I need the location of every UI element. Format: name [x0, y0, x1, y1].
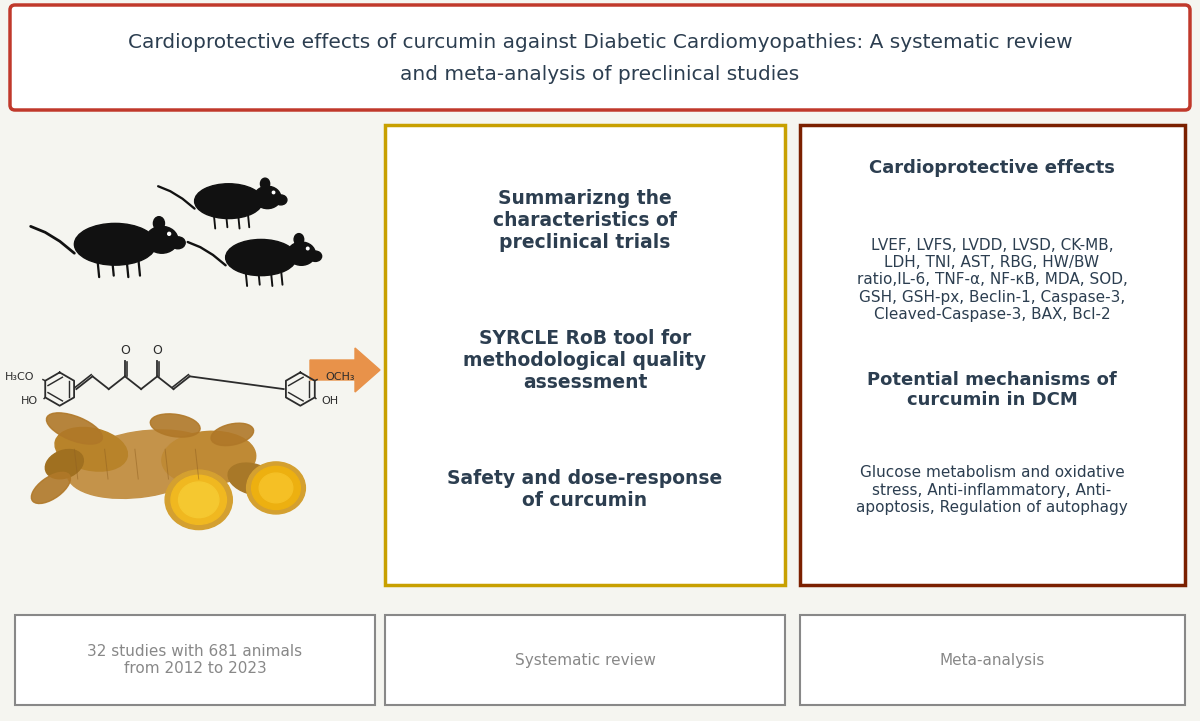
Ellipse shape: [259, 473, 293, 503]
Ellipse shape: [172, 475, 227, 524]
Ellipse shape: [226, 239, 296, 275]
Text: Cardioprotective effects: Cardioprotective effects: [869, 159, 1115, 177]
Ellipse shape: [170, 236, 185, 249]
Bar: [14, 615, 374, 705]
Bar: [385, 615, 785, 705]
Text: H₃CO: H₃CO: [5, 372, 35, 382]
Ellipse shape: [306, 247, 310, 249]
Ellipse shape: [272, 191, 275, 194]
Ellipse shape: [166, 470, 233, 529]
Text: HO: HO: [22, 396, 38, 406]
Text: and meta-analysis of preclinical studies: and meta-analysis of preclinical studies: [401, 66, 799, 84]
Ellipse shape: [146, 226, 178, 253]
FancyBboxPatch shape: [10, 5, 1190, 110]
Ellipse shape: [74, 224, 156, 265]
Text: Safety and dose-response
of curcumin: Safety and dose-response of curcumin: [448, 469, 722, 510]
Text: O: O: [120, 345, 130, 358]
Text: Cardioprotective effects of curcumin against Diabetic Cardiomyopathies: A system: Cardioprotective effects of curcumin aga…: [127, 32, 1073, 51]
Text: Potential mechanisms of
curcumin in DCM: Potential mechanisms of curcumin in DCM: [868, 371, 1117, 410]
Bar: [800, 125, 1186, 585]
Ellipse shape: [228, 463, 277, 495]
Bar: [800, 615, 1186, 705]
Ellipse shape: [179, 482, 218, 518]
Ellipse shape: [31, 472, 71, 503]
Text: Glucose metabolism and oxidative
stress, Anti-inflammatory, Anti-
apoptosis, Reg: Glucose metabolism and oxidative stress,…: [856, 465, 1128, 515]
Ellipse shape: [310, 251, 322, 262]
Ellipse shape: [211, 423, 253, 446]
Text: OH: OH: [322, 396, 338, 406]
Ellipse shape: [67, 430, 216, 498]
Ellipse shape: [275, 195, 287, 205]
Text: O: O: [152, 345, 162, 358]
Text: Summarizng the
characteristics of
preclinical trials: Summarizng the characteristics of precli…: [493, 188, 677, 252]
Text: LVEF, LVFS, LVDD, LVSD, CK-MB,
LDH, TNI, AST, RBG, HW/BW
ratio,IL-6, TNF-α, NF-κ: LVEF, LVFS, LVDD, LVSD, CK-MB, LDH, TNI,…: [857, 238, 1128, 322]
Ellipse shape: [252, 466, 300, 510]
Text: SYRCLE RoB tool for
methodological quality
assessment: SYRCLE RoB tool for methodological quali…: [463, 329, 707, 392]
Ellipse shape: [150, 414, 200, 437]
Ellipse shape: [260, 178, 270, 190]
Ellipse shape: [46, 449, 83, 479]
Ellipse shape: [162, 431, 256, 485]
Ellipse shape: [154, 217, 164, 230]
Polygon shape: [310, 348, 380, 392]
Text: 32 studies with 681 animals
from 2012 to 2023: 32 studies with 681 animals from 2012 to…: [88, 644, 302, 676]
Ellipse shape: [288, 242, 316, 265]
Ellipse shape: [254, 186, 281, 208]
Ellipse shape: [294, 234, 304, 245]
Text: OCH₃: OCH₃: [325, 372, 355, 382]
Ellipse shape: [168, 232, 170, 235]
Ellipse shape: [47, 413, 102, 444]
Ellipse shape: [194, 184, 263, 218]
Text: Systematic review: Systematic review: [515, 653, 655, 668]
Text: Meta-analysis: Meta-analysis: [940, 653, 1045, 668]
Bar: [385, 125, 785, 585]
Ellipse shape: [55, 428, 127, 471]
Ellipse shape: [247, 462, 306, 514]
